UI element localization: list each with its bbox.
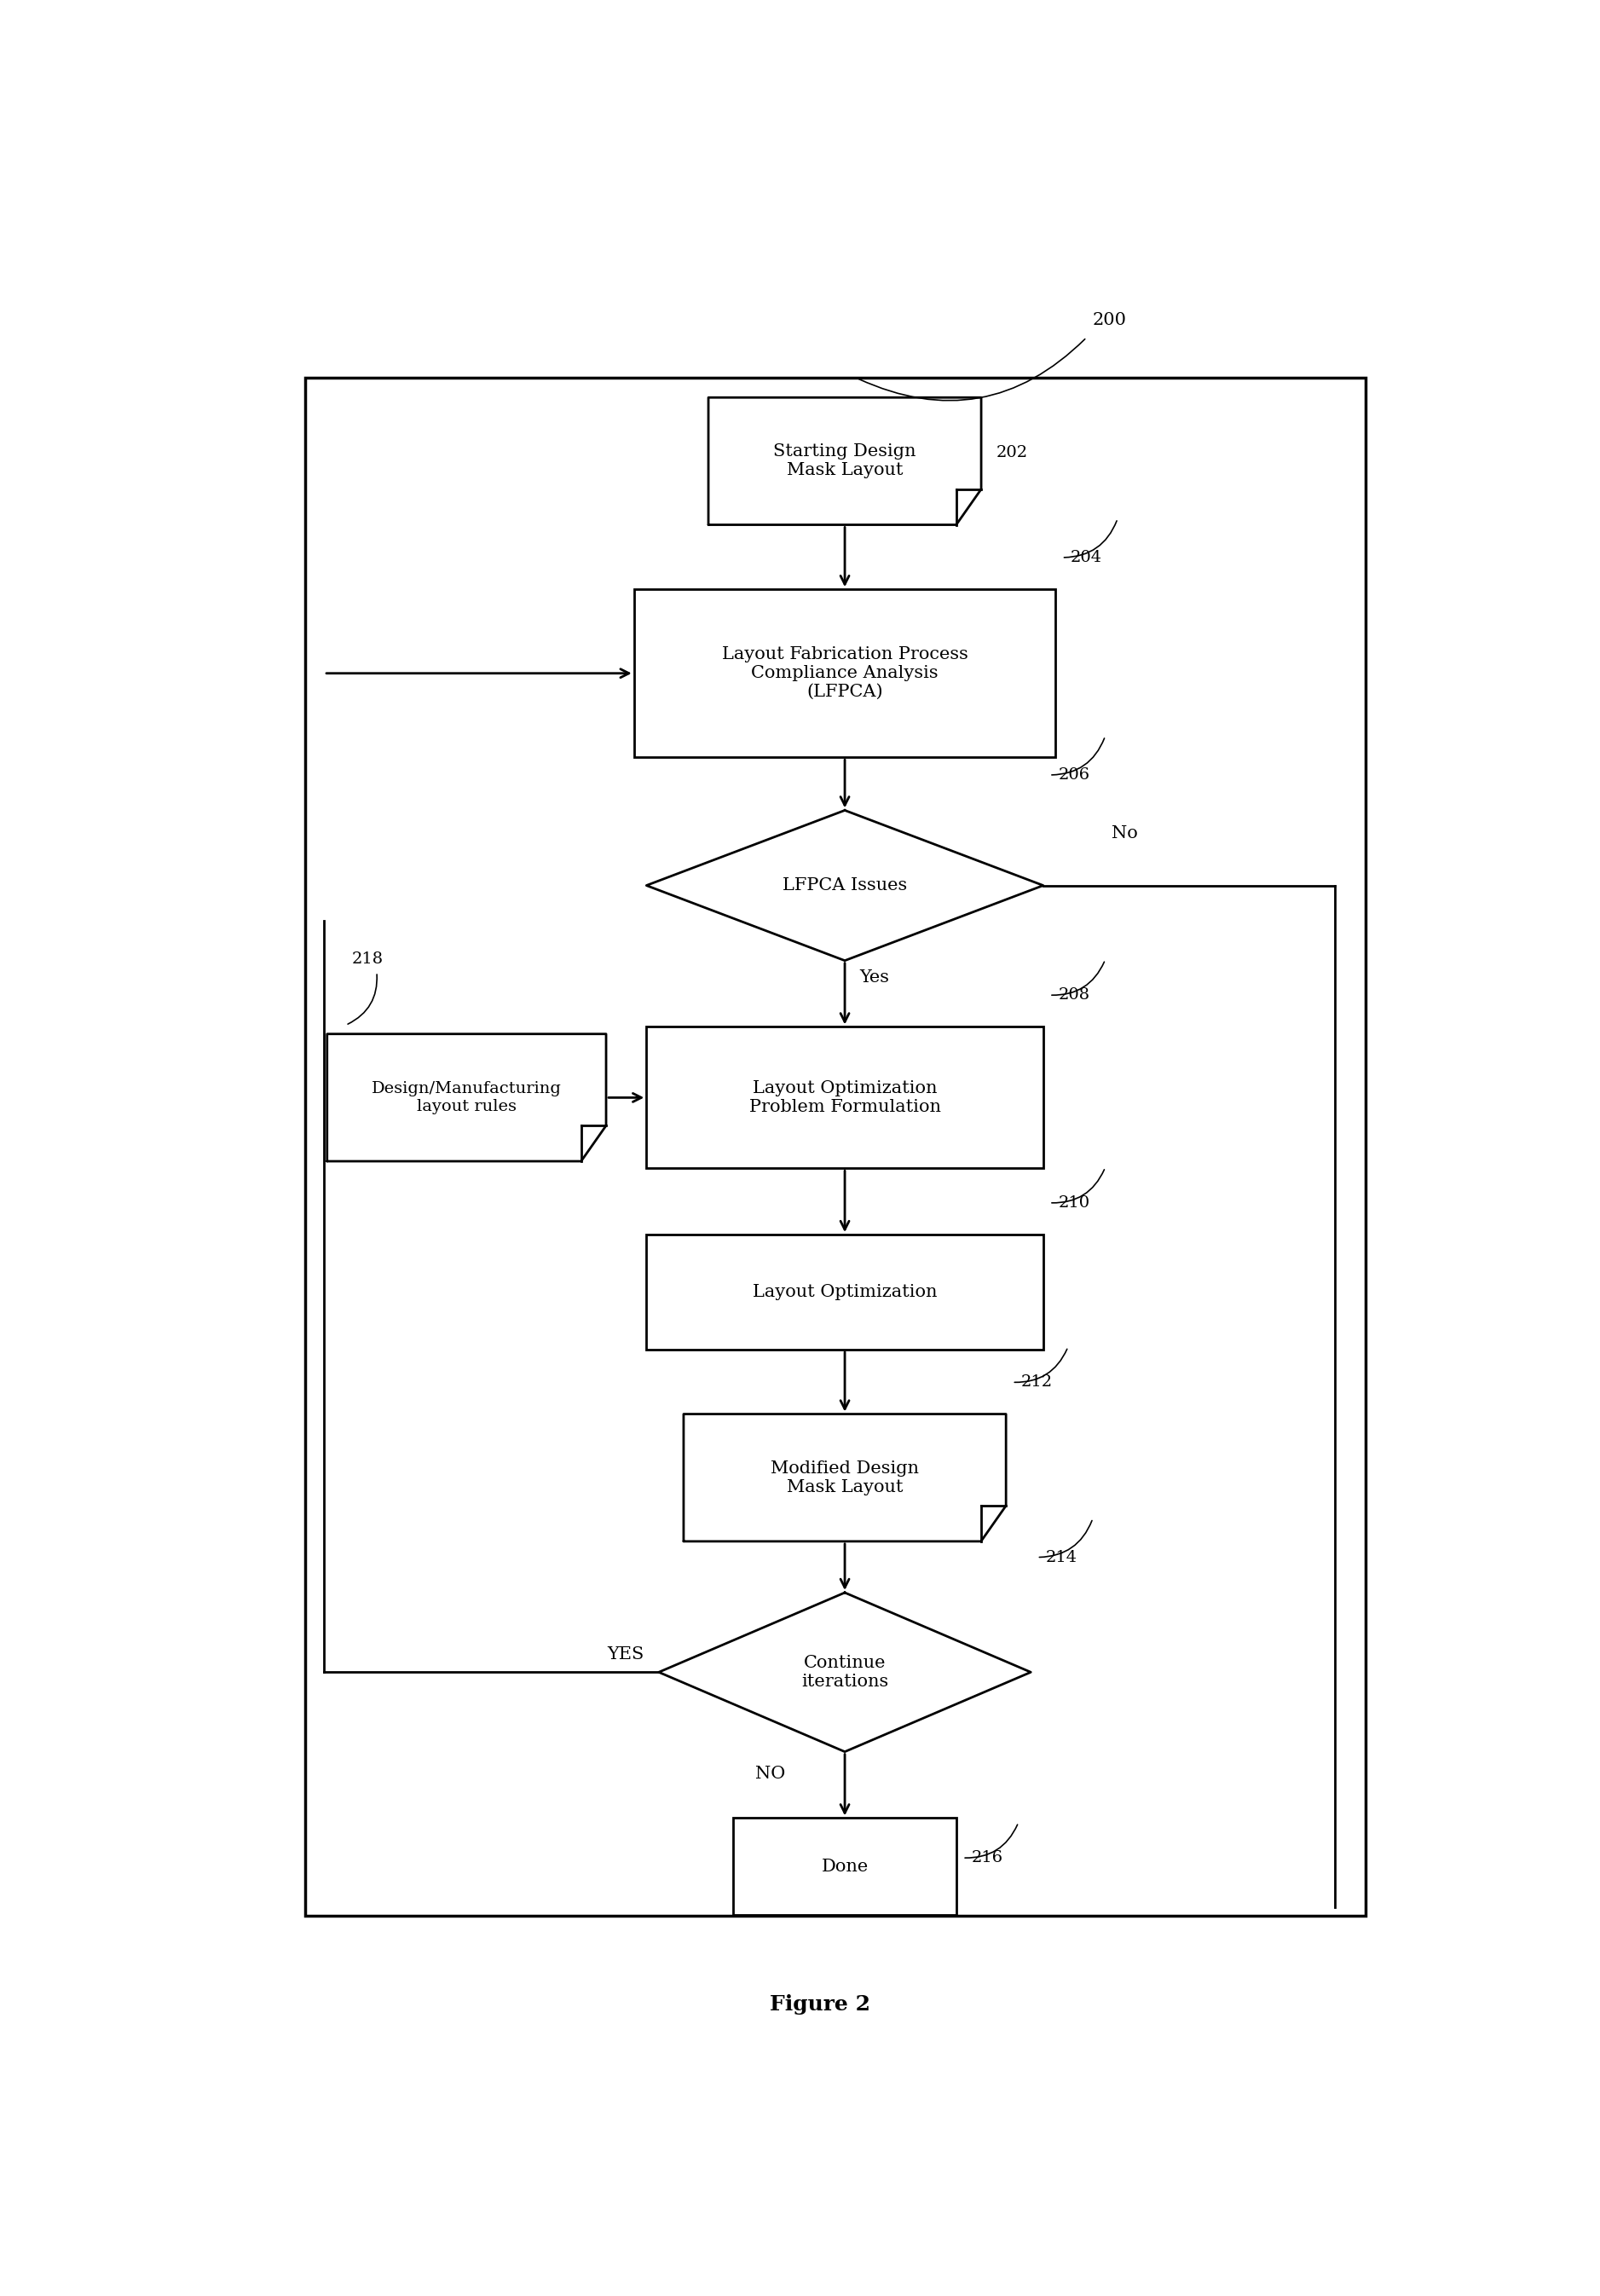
Bar [646, 1235, 1043, 1350]
Text: 202: 202 [997, 445, 1027, 459]
Text: 216: 216 [971, 1851, 1003, 1864]
Text: Continue
iterations: Continue iterations [802, 1655, 888, 1690]
Text: Modified Design
Mask Layout: Modified Design Mask Layout [771, 1460, 918, 1495]
Text: Layout Fabrication Process
Compliance Analysis
(LFPCA): Layout Fabrication Process Compliance An… [722, 647, 968, 700]
Text: YES: YES [606, 1646, 643, 1662]
Text: 214: 214 [1046, 1550, 1077, 1566]
Bar [306, 379, 1365, 1917]
Text: 212: 212 [1021, 1375, 1053, 1389]
Text: Figure 2: Figure 2 [770, 1995, 870, 2016]
Text: Layout Optimization: Layout Optimization [752, 1283, 938, 1300]
Text: Done: Done [821, 1857, 869, 1876]
Text: Layout Optimization
Problem Formulation: Layout Optimization Problem Formulation [749, 1079, 941, 1116]
Text: 204: 204 [1070, 549, 1102, 565]
Polygon shape [646, 810, 1043, 960]
Polygon shape [659, 1593, 1030, 1752]
Text: Starting Design
Mask Layout: Starting Design Mask Layout [773, 443, 917, 478]
Text: No: No [1112, 824, 1138, 840]
Bar [733, 1818, 957, 1915]
Text: LFPCA Issues: LFPCA Issues [782, 877, 907, 893]
Text: Yes: Yes [859, 969, 890, 985]
Bar [634, 590, 1056, 758]
Text: 208: 208 [1058, 987, 1090, 1003]
Text: NO: NO [755, 1766, 786, 1782]
Text: 218: 218 [352, 951, 384, 967]
Text: 200: 200 [1093, 312, 1126, 328]
Bar [646, 1026, 1043, 1169]
Text: 210: 210 [1058, 1196, 1090, 1210]
Text: Design/Manufacturing
layout rules: Design/Manufacturing layout rules [371, 1081, 562, 1114]
Text: 206: 206 [1058, 767, 1090, 783]
